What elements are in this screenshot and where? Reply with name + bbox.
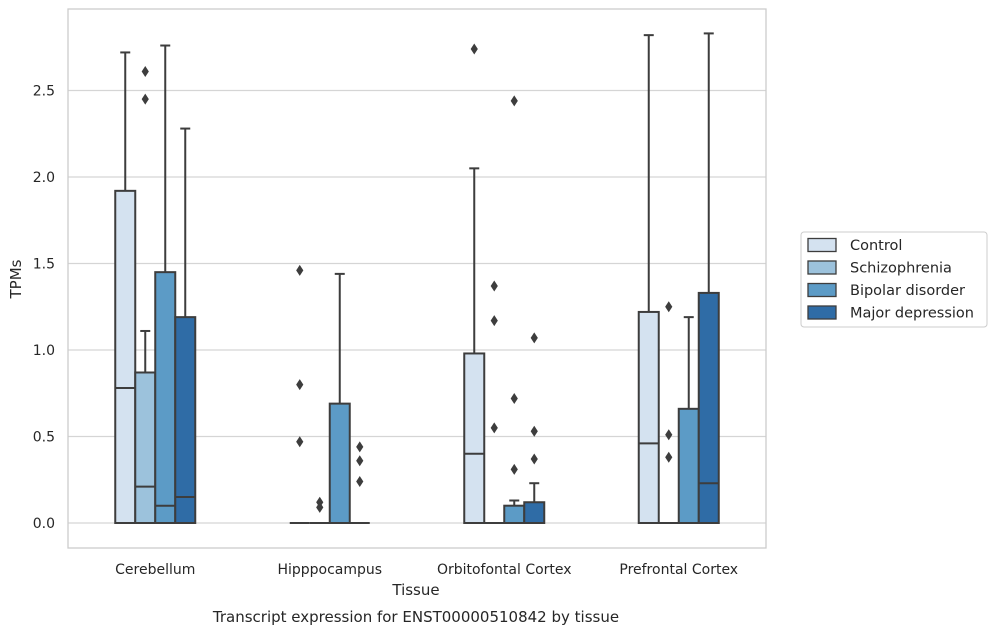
box-body (134, 371, 157, 524)
legend-item: Schizophrenia (807, 260, 952, 277)
box-schizophrenia (134, 65, 157, 524)
box-body (697, 291, 720, 524)
box-body (637, 310, 660, 524)
box-schizophrenia (658, 301, 679, 524)
box-schizophrenia (484, 280, 505, 524)
outlier-point (296, 436, 304, 448)
legend-frame (800, 231, 988, 328)
box-control (114, 51, 137, 524)
box-control (289, 264, 310, 524)
outlier-point (141, 65, 149, 77)
legend-label: Schizophrenia (850, 261, 952, 277)
box-bipolar-disorder (154, 44, 177, 524)
x-tick-label: Prefrontal Cortex (619, 562, 738, 578)
box-major-depression (349, 441, 370, 524)
legend-item: Bipolar disorder (807, 282, 965, 299)
box-body (154, 271, 177, 524)
outlier-point (141, 93, 149, 105)
x-tick-label: Orbitofontal Cortex (437, 562, 572, 578)
box-body (677, 407, 700, 525)
legend: Control Schizophrenia Bipolar disorder Majo… (800, 231, 988, 328)
box-body (328, 402, 351, 525)
outlier-point (510, 463, 518, 475)
y-tick-label: 0.5 (33, 430, 55, 446)
outlier-point (356, 475, 364, 487)
box-schizophrenia (309, 496, 330, 524)
y-tick-label: 1.0 (33, 343, 55, 359)
box-body (523, 501, 546, 524)
legend-item: Major depression (807, 305, 974, 322)
y-tick-label: 2.5 (33, 84, 55, 100)
legend-label: Bipolar disorder (850, 283, 965, 299)
legend-swatch (807, 237, 837, 253)
outlier-point (665, 429, 673, 441)
box-bipolar-disorder (503, 95, 526, 525)
box-major-depression (174, 127, 197, 524)
y-axis-title: TPMs (7, 259, 25, 299)
y-ticks: 0.0 0.5 1.0 1.5 2.0 2.5 (33, 84, 55, 533)
box-bipolar-disorder (328, 272, 351, 525)
outlier-point (296, 379, 304, 391)
x-ticks: Cerebellum Hipppocampus Orbitofontal Corte… (115, 562, 738, 578)
outlier-point (356, 455, 364, 467)
outlier-point (470, 43, 478, 55)
outlier-point (490, 422, 498, 434)
outlier-point (510, 95, 518, 107)
y-tick-label: 0.0 (33, 516, 55, 532)
outlier-point (316, 501, 324, 513)
box-body (174, 316, 197, 524)
legend-swatch (807, 260, 837, 275)
box-body (114, 189, 137, 524)
outlier-point (530, 332, 538, 344)
y-tick-label: 1.5 (33, 257, 55, 273)
outlier-point (665, 301, 673, 313)
box-control (637, 34, 660, 524)
legend-swatch (807, 282, 837, 298)
outlier-point (530, 425, 538, 437)
legend-swatch (807, 305, 837, 320)
outlier-point (510, 392, 518, 404)
legend-item: Control (807, 237, 902, 254)
legend-label: Major depression (850, 306, 974, 322)
outlier-point (296, 264, 304, 276)
x-tick-label: Hipppocampus (277, 562, 382, 578)
x-axis-title: Tissue (391, 581, 439, 599)
box-control (463, 43, 486, 524)
outlier-point (530, 453, 538, 465)
box-body (463, 352, 486, 524)
outlier-point (665, 451, 673, 463)
box-body (503, 504, 526, 525)
outlier-point (490, 315, 498, 327)
box-major-depression (697, 32, 720, 524)
x-tick-label: Cerebellum (115, 562, 195, 578)
plot-frame (67, 8, 767, 549)
box-major-depression (523, 332, 546, 524)
chart-caption: Transcript expression for ENST0000051084… (212, 608, 619, 626)
boxes (114, 32, 720, 525)
box-bipolar-disorder (677, 316, 700, 525)
outlier-point (356, 441, 364, 453)
outlier-point (490, 280, 498, 292)
y-tick-label: 2.0 (33, 170, 55, 186)
legend-label: Control (850, 238, 902, 254)
